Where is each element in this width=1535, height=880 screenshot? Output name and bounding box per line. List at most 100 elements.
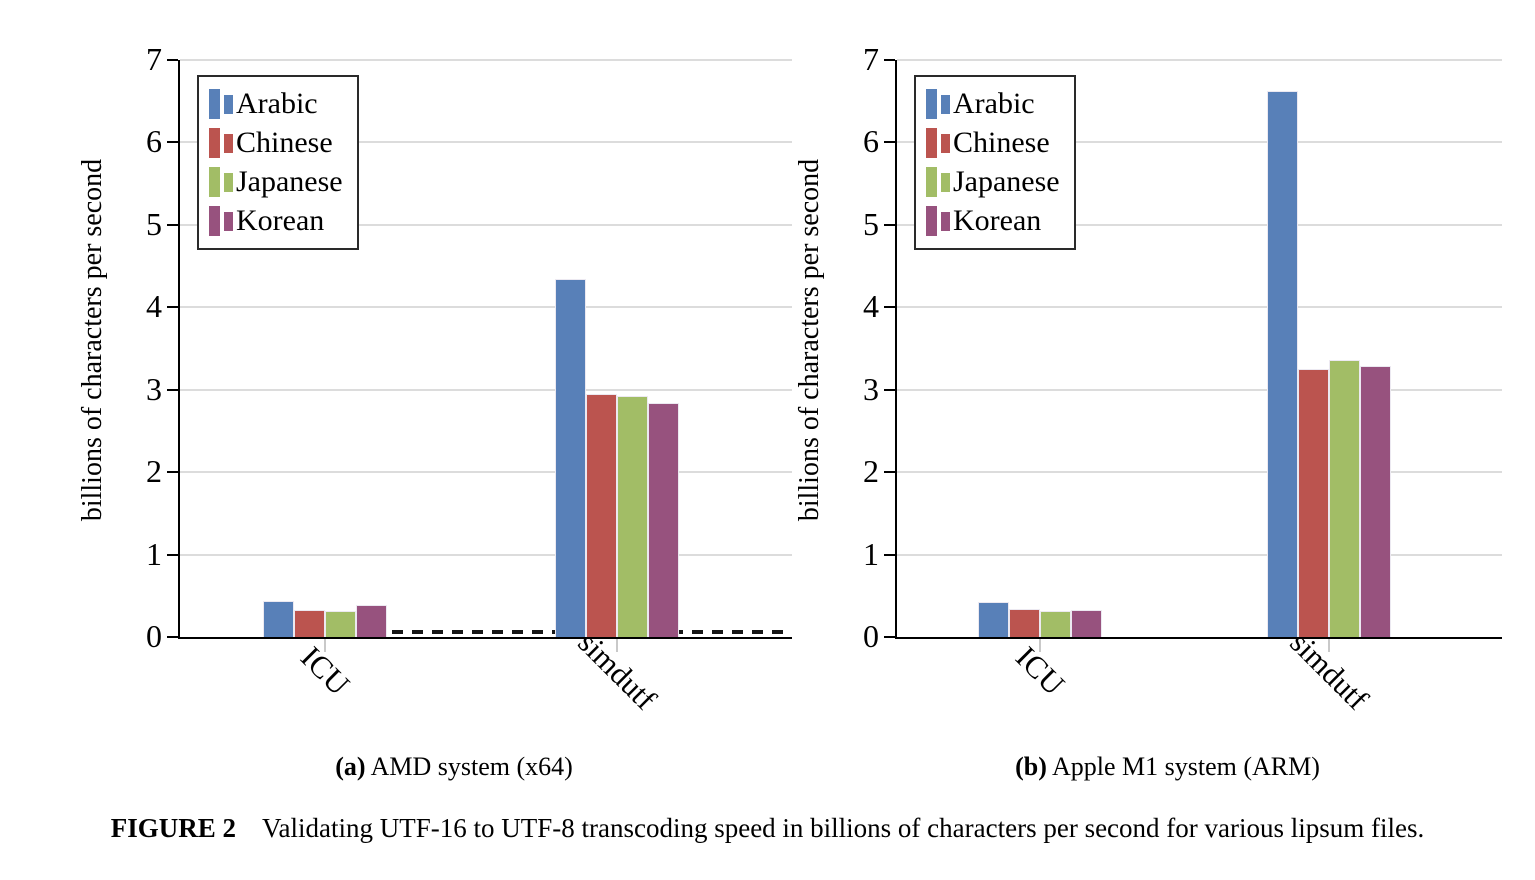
y-tick-mark [167,471,178,474]
y-tick-label: 5 [146,205,162,242]
bar-arabic-icu [978,602,1010,637]
y-tick-label: 4 [863,288,879,325]
figure-caption: FIGURE 2 Validating UTF-16 to UTF-8 trans… [0,813,1535,844]
gridline [897,553,1502,556]
legend-entry-japanese: Japanese [926,163,1060,201]
bar-arabic-simdutf [554,279,586,637]
legend-entry-chinese: Chinese [926,124,1060,162]
gridline [180,141,792,144]
y-tick-mark [167,223,178,226]
y-tick-label: 7 [146,41,162,77]
y-tick-mark [884,471,895,474]
legend-swatch-icon [209,128,220,158]
y-tick-mark [167,388,178,391]
legend-entry-chinese: Chinese [209,124,343,162]
gridline [180,388,792,391]
legend-entry-arabic: Arabic [209,85,343,123]
y-tick-label: 0 [146,618,162,654]
x-tick-mark [1327,639,1330,652]
legend-swatch-icon [224,211,233,231]
bar-chinese-icu [294,609,326,637]
x-tick-label-icu: ICU [294,639,357,702]
y-tick-mark [884,141,895,144]
y-tick-label: 6 [863,123,879,160]
legend-swatch-icon [941,94,950,114]
legend-label: Korean [953,204,1042,237]
gridline [897,471,1502,474]
gridline [180,553,792,556]
gridline [897,223,1502,226]
subcaption-a: (a) AMD system (x64) [148,752,760,782]
bar-chinese-simdutf [1297,369,1329,637]
legend-label: Chinese [236,126,333,159]
x-tick-mark [1039,639,1042,652]
y-tick-label: 3 [146,370,162,407]
y-tick-label: 7 [863,41,879,77]
y-tick-mark [884,636,895,638]
y-tick-mark [884,306,895,309]
legend-swatch-icon [941,133,950,153]
bar-arabic-simdutf [1266,90,1298,637]
legend-label: Arabic [953,87,1035,120]
bar-japanese-icu [1040,611,1072,637]
y-tick-label: 4 [146,288,162,325]
figure-caption-text: Validating UTF-16 to UTF-8 transcoding s… [262,813,1425,843]
y-tick-label: 6 [146,123,162,160]
y-tick-label: 2 [863,453,879,490]
y-tick-label: 1 [146,535,162,572]
x-tick-mark [324,639,327,652]
subcaption-b: (b) Apple M1 system (ARM) [865,752,1470,782]
legend-swatch-icon [941,172,950,192]
legend-label: Arabic [236,87,318,120]
y-tick-label: 5 [863,205,879,242]
gridline [897,388,1502,391]
plot-area-amd: 0 1 2 3 4 5 6 7 ICU simdutf Arabic Chinese Japanese K… [146,43,792,717]
y-tick-label: 3 [863,370,879,407]
bar-japanese-icu [325,611,357,637]
legend-swatch-icon [224,133,233,153]
y-tick-mark [167,553,178,556]
bar-japanese-simdutf [616,396,648,637]
gridline [897,306,1502,309]
bar-chinese-simdutf [585,393,617,637]
x-tick-label-icu: ICU [1009,639,1072,702]
y-tick-mark [167,306,178,309]
legend-swatch-icon [209,89,220,119]
gridline [180,471,792,474]
y-tick-mark [884,388,895,391]
gridline [180,306,792,309]
legend-swatch-icon [224,172,233,192]
legend: Arabic Chinese Japanese Korean [914,75,1076,250]
subcaption-b-text: Apple M1 system (ARM) [1051,752,1320,781]
subcaption-a-text: AMD system (x64) [370,752,573,781]
legend-swatch-icon [926,128,937,158]
legend-entry-arabic: Arabic [926,85,1060,123]
legend-swatch-icon [926,206,937,236]
gridline [180,223,792,226]
y-tick-label: 2 [146,453,162,490]
y-axis-label-b: billions of characters per second [794,158,825,522]
x-tick-mark [615,639,618,652]
bar-korean-icu [1071,609,1103,637]
figure-caption-label: FIGURE 2 [110,813,236,843]
y-tick-mark [167,59,178,61]
y-axis-label-a: billions of characters per second [77,158,108,522]
y-tick-mark [884,223,895,226]
bar-korean-simdutf [1359,365,1391,637]
legend-swatch-icon [926,89,937,119]
y-tick-mark [167,141,178,144]
plot-area-m1: 0 1 2 3 4 5 6 7 ICU simdutf Arabic Chinese Japanese K… [863,43,1502,717]
legend-swatch-icon [926,167,937,197]
bar-japanese-simdutf [1328,360,1360,637]
legend-label: Japanese [953,165,1060,198]
legend-swatch-icon [224,94,233,114]
legend-swatch-icon [209,206,220,236]
legend-swatch-icon [941,211,950,231]
y-tick-label: 0 [863,618,879,654]
legend-entry-korean: Korean [926,202,1060,240]
legend-label: Chinese [953,126,1050,159]
y-tick-mark [167,636,178,638]
legend-entry-japanese: Japanese [209,163,343,201]
y-tick-mark [884,553,895,556]
